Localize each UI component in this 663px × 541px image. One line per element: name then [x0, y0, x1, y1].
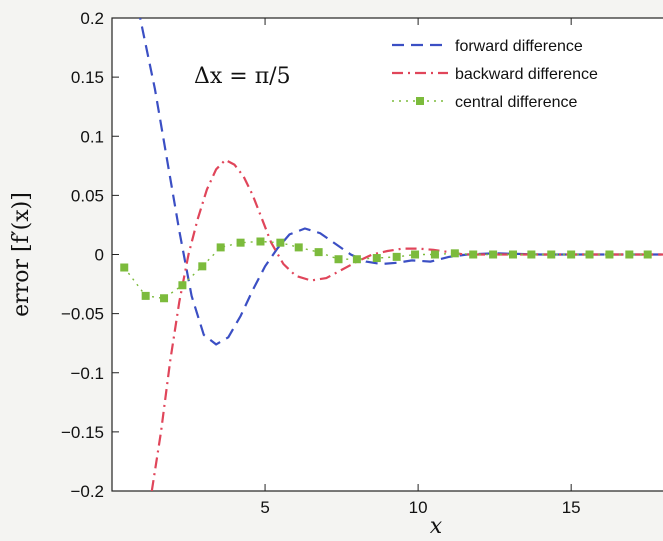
y-axis-label: error [f′(x)]	[9, 192, 34, 317]
y-tick-label: −0.15	[61, 423, 104, 442]
data-point-central-difference	[547, 250, 556, 259]
data-point-central-difference	[160, 294, 169, 303]
data-point-central-difference	[178, 281, 187, 290]
legend-label-central-difference: central difference	[455, 94, 578, 111]
x-tick-label: 5	[260, 498, 269, 517]
series-line-backward-difference	[150, 158, 663, 491]
series-layer	[120, 18, 663, 491]
y-tick-label: 0	[95, 246, 104, 265]
data-point-central-difference	[605, 250, 614, 259]
data-point-central-difference	[120, 263, 129, 272]
data-point-central-difference	[625, 250, 634, 259]
data-point-central-difference	[392, 252, 401, 261]
x-tick-label: 15	[562, 498, 581, 517]
data-point-central-difference	[509, 250, 518, 259]
delta-x-annotation: Δx = π/5	[194, 64, 291, 89]
data-point-central-difference	[352, 255, 361, 264]
x-axis-label: x	[430, 514, 443, 539]
y-tick-label: −0.05	[61, 305, 104, 324]
legend-label-forward-difference: forward difference	[455, 38, 583, 55]
data-point-central-difference	[450, 249, 459, 258]
data-point-central-difference	[411, 250, 420, 259]
data-point-central-difference	[527, 250, 536, 259]
y-tick-label: 0.05	[71, 186, 104, 205]
legend-label-backward-difference: backward difference	[455, 66, 598, 83]
data-point-central-difference	[314, 248, 323, 257]
data-point-central-difference	[236, 238, 245, 247]
data-point-central-difference	[216, 243, 225, 252]
ticks-layer: 5 10 15 0.2 0.15 0.1 0.05 0 −0.05 −0.1 −0.15 −0.2	[61, 9, 581, 517]
data-point-central-difference	[198, 262, 207, 271]
data-point-central-difference	[430, 250, 439, 259]
legend-marker-central-difference	[416, 97, 424, 105]
y-tick-label: 0.2	[80, 9, 104, 28]
data-point-central-difference	[256, 237, 265, 246]
data-point-central-difference	[567, 250, 576, 259]
y-tick-label: 0.1	[80, 127, 104, 146]
data-point-central-difference	[334, 255, 343, 264]
data-point-central-difference	[372, 254, 381, 263]
data-point-central-difference	[276, 238, 285, 247]
data-point-central-difference	[469, 250, 478, 259]
x-tick-label: 10	[409, 498, 428, 517]
data-point-central-difference	[585, 250, 594, 259]
y-tick-label: 0.15	[71, 68, 104, 87]
series-line-forward-difference	[139, 18, 663, 346]
data-point-central-difference	[489, 250, 498, 259]
legend: forward difference backward difference c…	[392, 38, 598, 111]
y-tick-label: −0.2	[70, 482, 104, 501]
y-tick-label: −0.1	[70, 364, 104, 383]
data-point-central-difference	[294, 243, 303, 252]
data-point-central-difference	[643, 250, 652, 259]
data-point-central-difference	[141, 291, 150, 300]
